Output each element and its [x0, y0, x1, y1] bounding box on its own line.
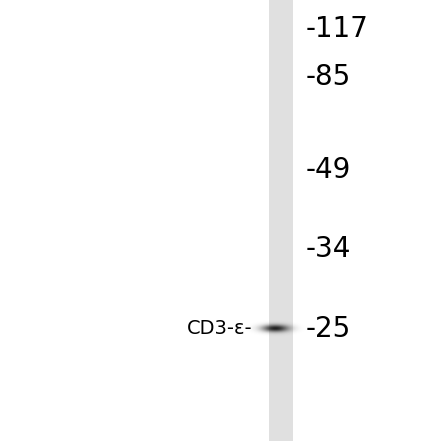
- Bar: [269, 0, 293, 441]
- Text: -85: -85: [306, 63, 351, 91]
- Text: -34: -34: [306, 235, 351, 263]
- Text: -117: -117: [306, 15, 369, 43]
- Text: CD3-ε-: CD3-ε-: [187, 319, 253, 338]
- Text: -49: -49: [306, 156, 351, 184]
- Text: -25: -25: [306, 314, 351, 343]
